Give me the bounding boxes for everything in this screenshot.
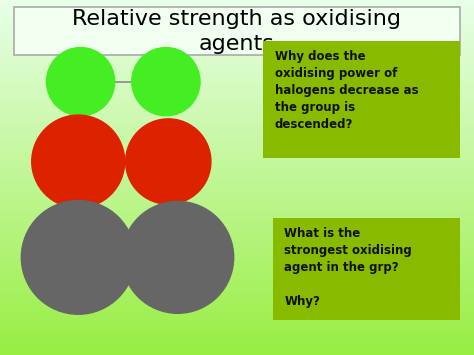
Text: Relative strength as oxidising
agents: Relative strength as oxidising agents bbox=[73, 9, 401, 54]
FancyBboxPatch shape bbox=[273, 218, 460, 320]
FancyBboxPatch shape bbox=[263, 41, 460, 158]
Text: What is the
strongest oxidising
agent in the grp?

Why?: What is the strongest oxidising agent in… bbox=[284, 227, 412, 308]
Ellipse shape bbox=[122, 201, 234, 313]
Text: Why does the
oxidising power of
halogens decrease as
the group is
descended?: Why does the oxidising power of halogens… bbox=[275, 50, 419, 131]
FancyBboxPatch shape bbox=[14, 7, 460, 55]
Ellipse shape bbox=[126, 119, 211, 204]
Ellipse shape bbox=[32, 115, 125, 208]
Ellipse shape bbox=[21, 201, 135, 314]
Ellipse shape bbox=[46, 48, 115, 116]
Ellipse shape bbox=[132, 48, 200, 116]
